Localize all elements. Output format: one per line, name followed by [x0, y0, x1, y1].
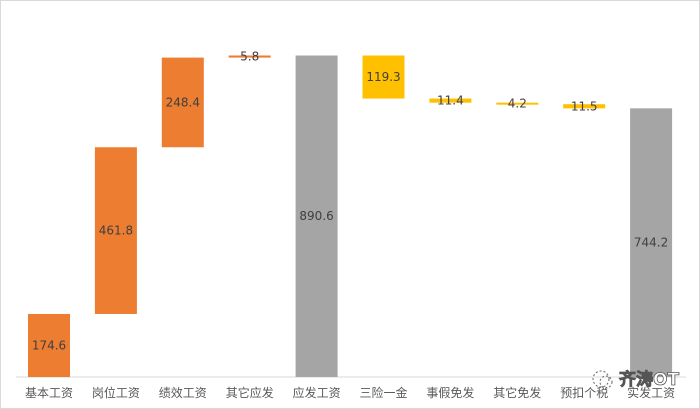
bar-岗位工资 [94, 147, 137, 314]
category-label: 其它应发 [226, 385, 274, 400]
category-label: 应发工资 [293, 385, 341, 400]
wechat-icon [592, 370, 613, 389]
bar-实发工资 [630, 108, 673, 377]
data-label: 744.2 [634, 236, 668, 250]
category-label: 绩效工资 [159, 385, 207, 400]
watermark-text: 齐涛OT [619, 369, 679, 390]
bar-其它应发 [228, 55, 271, 58]
bar-事假免发 [429, 98, 472, 103]
data-label: 5.8 [240, 50, 259, 64]
bar-基本工资 [28, 313, 70, 377]
bar-绩效工资 [161, 57, 204, 148]
bar-其它免发 [496, 102, 539, 105]
category-label: 事假免发 [426, 385, 474, 400]
data-label: 248.4 [166, 95, 200, 109]
data-label: 4.2 [508, 97, 527, 111]
data-label: 461.8 [99, 224, 133, 238]
data-label: 11.4 [437, 94, 464, 108]
data-label: 11.5 [571, 99, 598, 113]
category-label: 预扣个税 [560, 386, 608, 400]
watermark: 齐涛OT [592, 369, 680, 390]
category-label: 实发工资 [627, 385, 675, 400]
category-label: 三险一金 [359, 385, 407, 400]
bar-应发工资 [295, 55, 338, 377]
bar-三险一金 [362, 55, 405, 99]
category-label: 岗位工资 [92, 385, 140, 400]
bar-预扣个税 [563, 104, 606, 109]
category-label: 其它免发 [493, 385, 541, 400]
data-label: 890.6 [299, 209, 333, 223]
category-label: 基本工资 [25, 386, 73, 400]
data-label: 119.3 [366, 70, 400, 84]
data-label: 174.6 [32, 338, 66, 352]
